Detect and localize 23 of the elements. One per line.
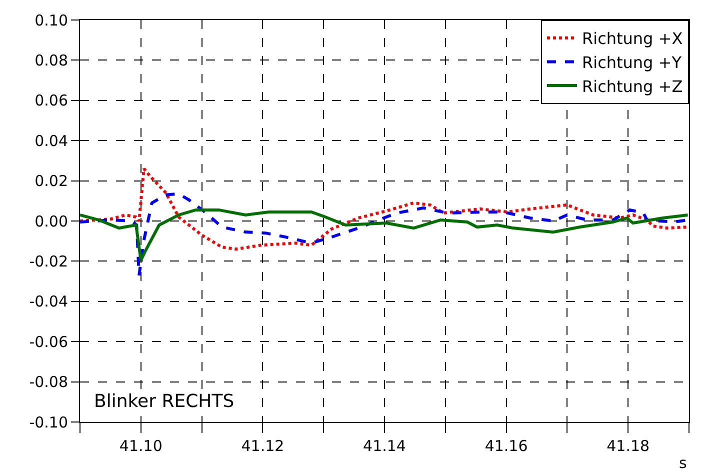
y-tick-label: -0.10 — [29, 413, 68, 432]
y-tick-label: -0.02 — [29, 252, 68, 270]
y-tick-label: 0.08 — [34, 51, 68, 70]
line-series — [80, 167, 689, 251]
x-tick-label: 41.18 — [606, 437, 650, 455]
x-tick-label: 41.10 — [119, 437, 162, 455]
y-tick-label: 0.06 — [34, 92, 68, 110]
y-tick-label: -0.06 — [29, 332, 68, 351]
y-tick-label: 0.00 — [34, 212, 68, 230]
legend-label: Richtung +X — [582, 29, 683, 48]
line-series — [80, 208, 689, 262]
x-axis-title: s — [679, 454, 687, 472]
y-tick-label: 0.04 — [34, 132, 68, 150]
y-tick-label: -0.08 — [29, 373, 68, 392]
x-tick-label: 41.14 — [363, 437, 406, 455]
y-tick-label: 0.02 — [34, 172, 68, 190]
y-tick-label: -0.04 — [29, 292, 68, 311]
x-tick-label: 41.16 — [484, 437, 528, 455]
x-tick-label: 41.12 — [241, 437, 284, 455]
annotation: Blinker RECHTS — [94, 391, 234, 412]
legend-label: Richtung +Y — [582, 52, 682, 72]
legend-label: Richtung +Z — [582, 76, 683, 96]
y-tick-label: 0.10 — [34, 11, 68, 30]
